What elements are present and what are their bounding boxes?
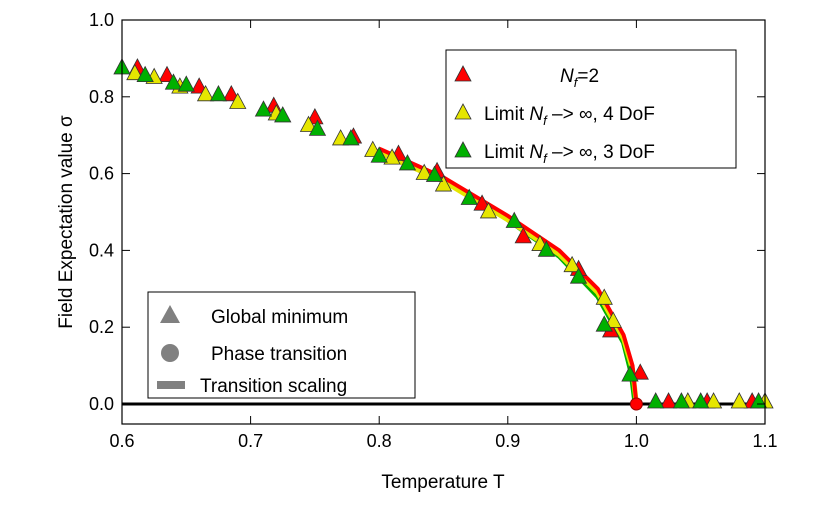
legend-transition-scaling: Transition scaling — [200, 376, 347, 397]
data-point — [595, 315, 613, 332]
data-point — [299, 115, 318, 132]
data-point — [563, 255, 581, 273]
data-point — [621, 365, 639, 382]
x-tick-label: 0.8 — [367, 431, 392, 451]
data-point — [190, 77, 208, 94]
data-point — [177, 75, 195, 92]
data-point — [659, 392, 678, 409]
data-point — [505, 211, 523, 228]
data-point — [342, 129, 360, 146]
data-point — [514, 227, 532, 244]
data-point — [398, 154, 417, 171]
data-point — [164, 73, 183, 90]
data-point — [136, 65, 154, 82]
y-tick-label: 0.6 — [89, 164, 114, 184]
x-axis-label: Temperature T — [381, 472, 505, 493]
legend-entry: Limit Nf –> ∞, 4 DoF — [484, 104, 655, 128]
data-point — [209, 84, 228, 102]
data-point — [274, 106, 292, 123]
data-point — [479, 202, 498, 219]
scaling-curve — [378, 148, 638, 405]
y-tick-label: 1.0 — [89, 10, 114, 30]
marker-legend: Global minimum Phase transition Transiti… — [147, 291, 416, 399]
data-point — [460, 188, 478, 205]
data-point — [647, 392, 665, 409]
y-axis-label: Field Expectation value σ — [56, 115, 77, 329]
data-point — [434, 175, 453, 192]
legend-marker — [454, 65, 472, 82]
scaling-curve — [378, 150, 639, 405]
data-point — [126, 63, 144, 81]
data-point — [595, 288, 613, 305]
data-point — [730, 392, 748, 409]
data-point — [672, 392, 691, 409]
x-tick-label: 1.0 — [624, 431, 649, 451]
y-tick-label: 0.8 — [89, 87, 114, 107]
data-point — [569, 267, 588, 284]
data-point — [537, 240, 556, 257]
x-tick-label: 1.1 — [752, 431, 777, 451]
data-point — [383, 148, 401, 165]
data-point — [425, 165, 444, 182]
data-point — [631, 363, 649, 380]
legend-phase-transition: Phase transition — [211, 344, 347, 365]
data-point — [692, 392, 710, 409]
triangle-icon — [160, 305, 180, 323]
data-point — [229, 92, 247, 109]
legend-marker — [454, 141, 472, 158]
y-tick-label: 0.4 — [89, 240, 114, 260]
y-tick-label: 0.2 — [89, 317, 114, 337]
x-tick-label: 0.9 — [495, 431, 520, 451]
x-tick-label: 0.6 — [109, 431, 134, 451]
legend-global-minimum: Global minimum — [211, 307, 348, 328]
series-legend: Nf=2 Limit Nf –> ∞, 4 DoF Limit Nf –> ∞, 3… — [445, 49, 737, 169]
data-point — [370, 146, 388, 163]
legend-marker — [454, 103, 472, 120]
legend-entry: Nf=2 — [560, 66, 599, 90]
data-point — [308, 119, 327, 136]
circle-icon — [161, 344, 179, 362]
scaling-curve — [378, 146, 639, 405]
y-tick-label: 0.0 — [89, 394, 114, 414]
data-point — [196, 84, 215, 102]
bar-icon — [157, 381, 185, 389]
data-point — [704, 392, 723, 409]
data-point — [158, 65, 176, 82]
data-point — [254, 100, 273, 117]
legend-entry: Limit Nf –> ∞, 3 DoF — [484, 142, 655, 166]
data-point — [306, 107, 324, 125]
plot-frame — [121, 19, 766, 425]
transition-point — [629, 397, 643, 411]
data-point — [604, 311, 622, 328]
x-tick-label: 0.7 — [238, 431, 263, 451]
data-point — [473, 194, 491, 211]
data-point — [222, 84, 240, 102]
data-point — [415, 163, 433, 180]
